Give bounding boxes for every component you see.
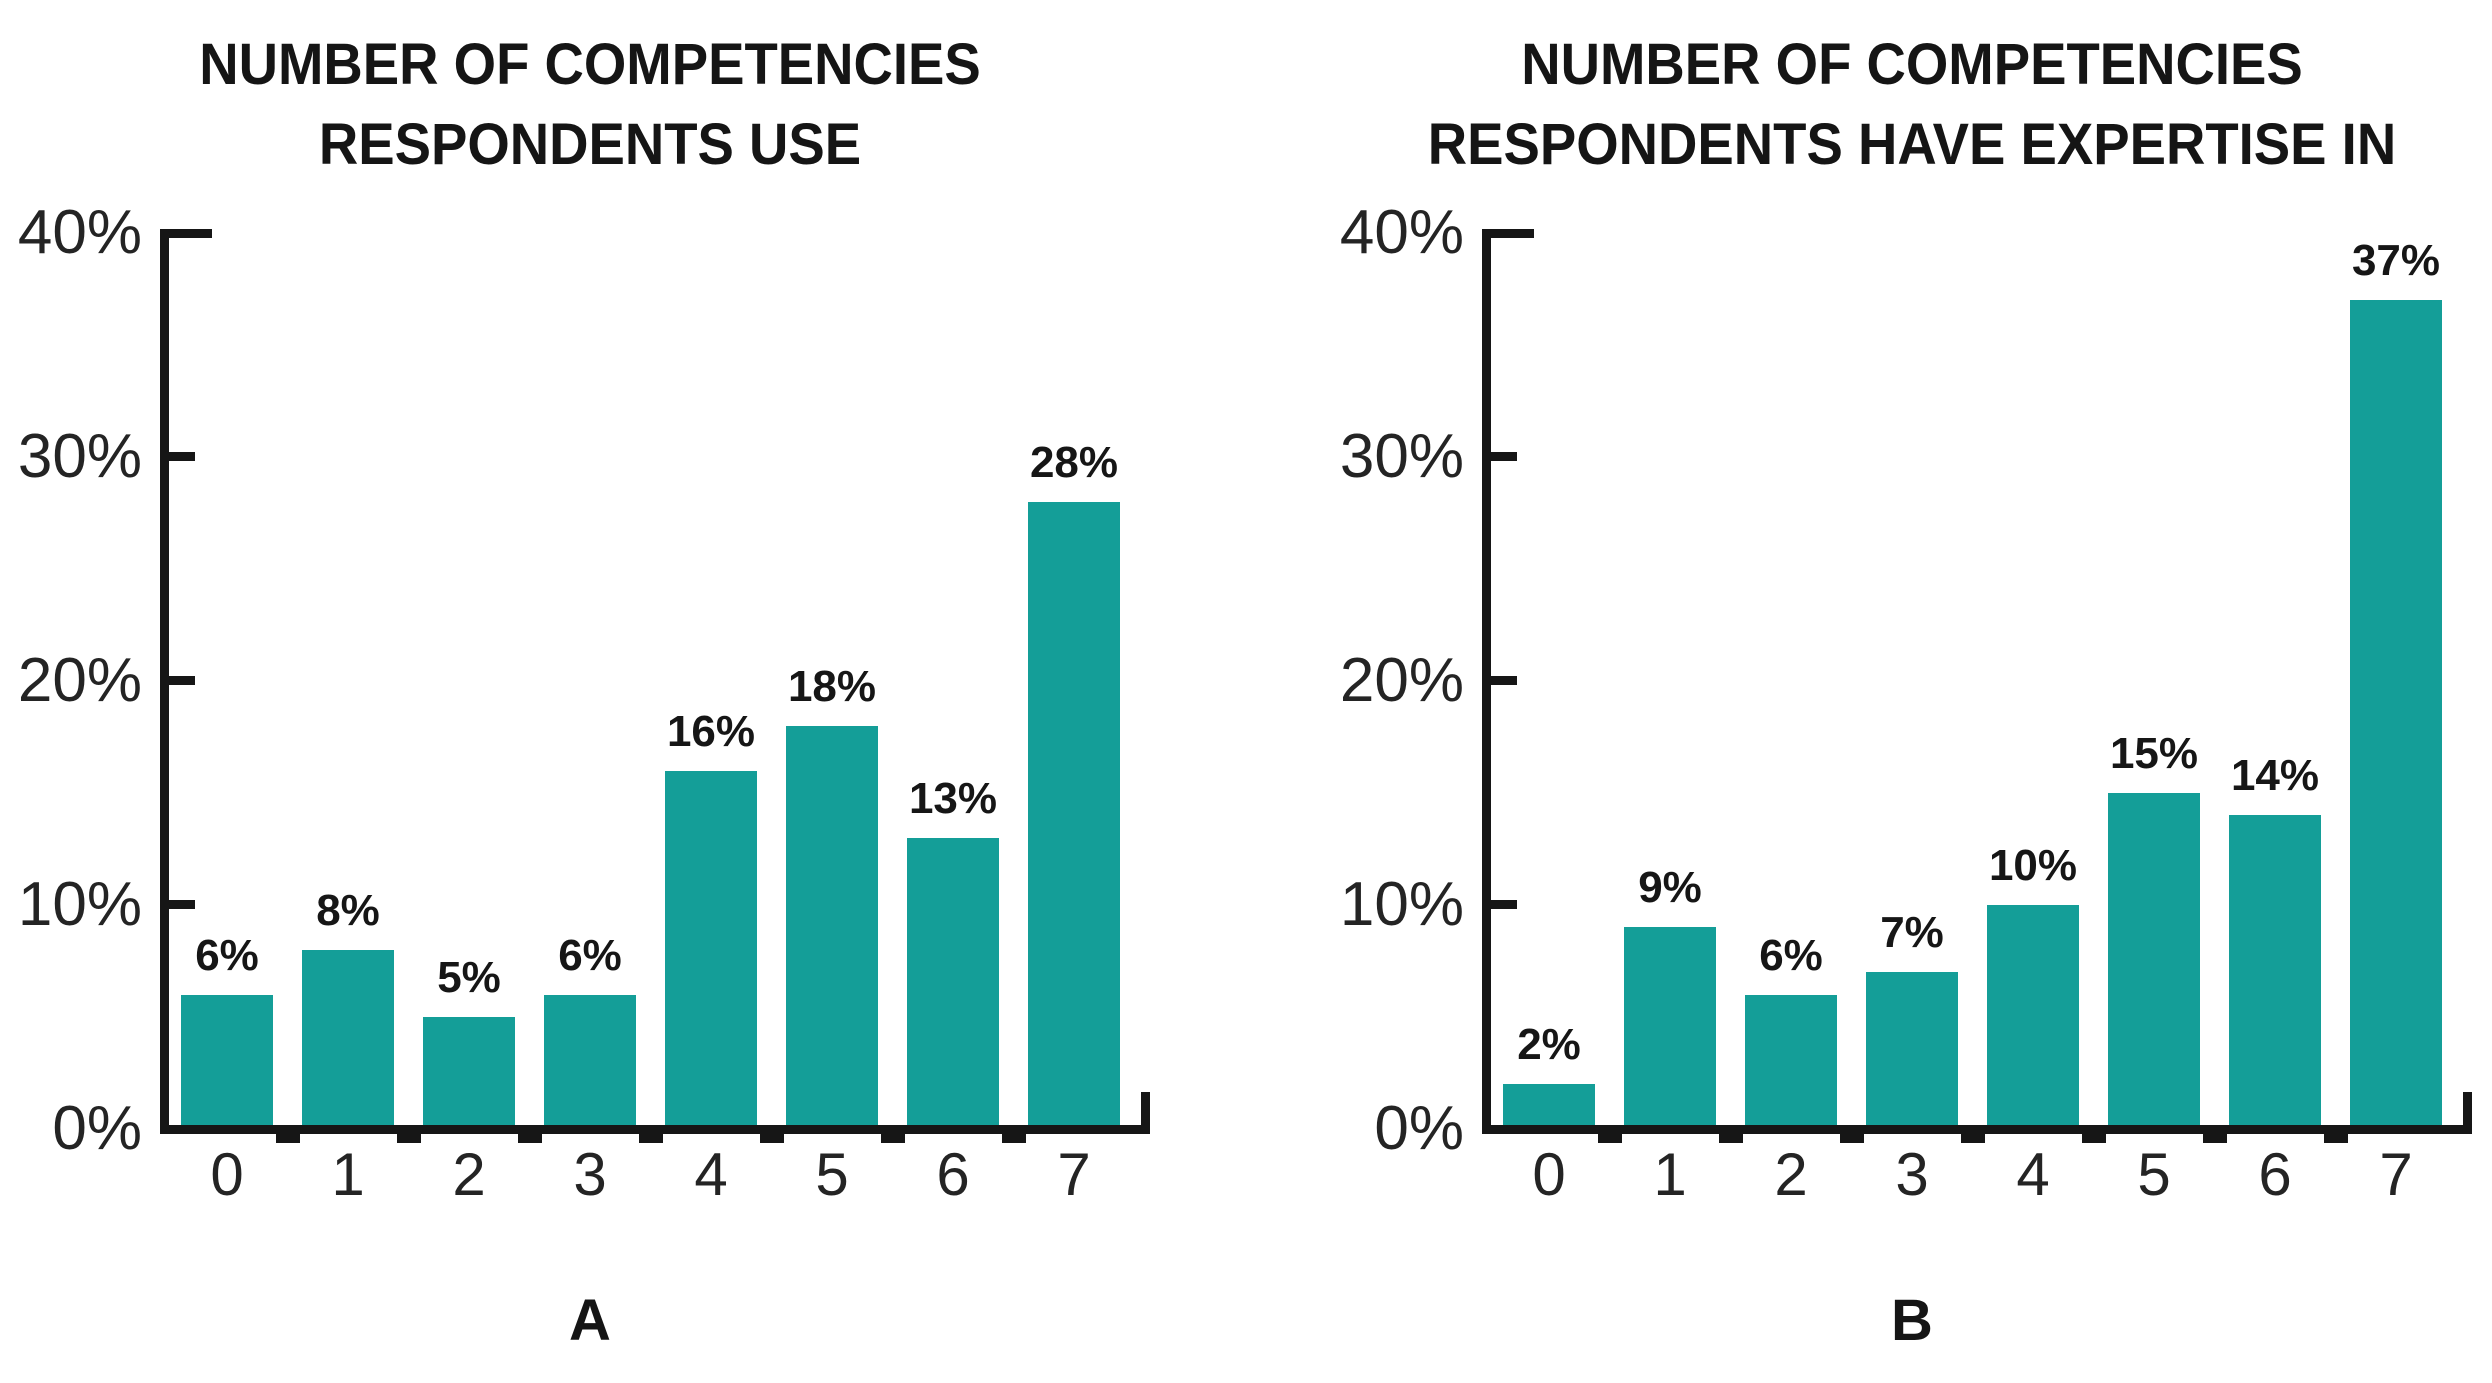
bar	[907, 838, 999, 1129]
bar-value-label: 6%	[195, 931, 259, 980]
bar-value-label: 16%	[666, 707, 756, 756]
x-tick-label: 4	[694, 1141, 728, 1208]
x-tick-label: 7	[2379, 1141, 2413, 1208]
y-axis-tick	[169, 676, 195, 685]
bar-value-label: 8%	[316, 886, 380, 935]
plot-area-b: 0% 10% 20% 30% 40% 2% 0 9% 1 6% 2 7% 3 10% 4 15% 5 14% 6 37…	[1332, 202, 2492, 1207]
bar	[1028, 502, 1120, 1129]
bar-value-label: 6%	[558, 931, 622, 980]
x-axis-line	[1482, 1125, 2472, 1134]
bar	[423, 1017, 515, 1129]
x-tick-label: 6	[936, 1141, 970, 1208]
bar	[181, 995, 273, 1129]
x-axis-line	[160, 1125, 1150, 1134]
y-axis-tick	[1491, 676, 1517, 685]
y-axis-tick	[1491, 900, 1517, 909]
x-tick-label: 6	[2258, 1141, 2292, 1208]
y-axis-tick	[169, 452, 195, 461]
bar	[1745, 995, 1837, 1129]
x-axis-right-hook	[2463, 1092, 2472, 1134]
y-axis-tick	[169, 900, 195, 909]
bar	[665, 771, 757, 1129]
x-tick-label: 2	[1774, 1141, 1808, 1208]
chart-panel-b: NUMBER OF COMPETENCIES RESPONDENTS HAVE …	[1332, 25, 2492, 1354]
y-axis-line	[160, 229, 169, 1134]
x-tick-label: 5	[2137, 1141, 2171, 1208]
bar	[786, 726, 878, 1129]
y-axis-top-hook	[160, 229, 212, 238]
chart-title-line-2: RESPONDENTS HAVE EXPERTISE IN	[1427, 112, 2397, 177]
chart-title-b: NUMBER OF COMPETENCIES RESPONDENTS HAVE …	[1367, 25, 2457, 185]
x-tick-label: 0	[1532, 1141, 1566, 1208]
bar-value-label: 9%	[1638, 863, 1702, 912]
bar-value-label: 10%	[1988, 841, 2078, 890]
bar-value-label: 14%	[2230, 751, 2320, 800]
bar	[1866, 972, 1958, 1129]
x-tick-label: 1	[1653, 1141, 1687, 1208]
panel-letter-a: A	[569, 1288, 611, 1353]
bar-value-label: 28%	[1029, 438, 1119, 487]
bar-value-label: 13%	[908, 774, 998, 823]
x-tick-label: 3	[1895, 1141, 1929, 1208]
bar	[302, 950, 394, 1129]
bar	[2229, 815, 2321, 1129]
y-tick-label: 30%	[1339, 422, 1464, 491]
bar	[1624, 927, 1716, 1129]
x-tick-label: 5	[815, 1141, 849, 1208]
y-tick-label: 20%	[1339, 646, 1464, 715]
bar	[1987, 905, 2079, 1129]
x-tick-label: 3	[573, 1141, 607, 1208]
figure: NUMBER OF COMPETENCIES RESPONDENTS USE 0…	[10, 25, 2492, 1354]
y-tick-label: 40%	[1339, 198, 1464, 267]
panel-letter-b: B	[1891, 1288, 1933, 1353]
y-axis-tick	[1491, 452, 1517, 461]
bar	[1503, 1084, 1595, 1129]
plot-area-a: 0% 10% 20% 30% 40% 6% 0 8% 1 5% 2 6% 3 16% 4 18% 5 13% 6 28…	[10, 202, 1170, 1207]
y-tick-label: 40%	[17, 198, 142, 267]
x-tick-label: 0	[210, 1141, 244, 1208]
x-axis-right-hook	[1141, 1092, 1150, 1134]
chart-title-a: NUMBER OF COMPETENCIES RESPONDENTS USE	[45, 25, 1135, 185]
y-tick-label: 0%	[1374, 1094, 1464, 1163]
y-axis-top-hook	[1482, 229, 1534, 238]
bar-value-label: 18%	[787, 662, 877, 711]
y-tick-label: 10%	[1339, 870, 1464, 939]
bar-value-label: 15%	[2109, 729, 2199, 778]
y-tick-label: 30%	[17, 422, 142, 491]
x-tick-label: 1	[331, 1141, 365, 1208]
x-tick-label: 2	[452, 1141, 486, 1208]
bar	[544, 995, 636, 1129]
y-axis-line	[1482, 229, 1491, 1134]
y-tick-label: 20%	[17, 646, 142, 715]
y-tick-label: 0%	[52, 1094, 142, 1163]
bar-value-label: 37%	[2351, 236, 2441, 285]
bar-value-label: 2%	[1517, 1020, 1581, 1069]
bar-value-label: 7%	[1880, 908, 1944, 957]
bar	[2350, 300, 2442, 1129]
bar-value-label: 5%	[437, 953, 501, 1002]
chart-panel-a: NUMBER OF COMPETENCIES RESPONDENTS USE 0…	[10, 25, 1170, 1354]
bar-value-label: 6%	[1759, 931, 1823, 980]
x-tick-label: 7	[1057, 1141, 1091, 1208]
bar	[2108, 793, 2200, 1129]
y-tick-label: 10%	[17, 870, 142, 939]
chart-title-line-2: RESPONDENTS USE	[318, 112, 862, 177]
chart-title-line-1: NUMBER OF COMPETENCIES	[1521, 32, 2303, 97]
x-tick-label: 4	[2016, 1141, 2050, 1208]
chart-title-line-1: NUMBER OF COMPETENCIES	[199, 32, 981, 97]
